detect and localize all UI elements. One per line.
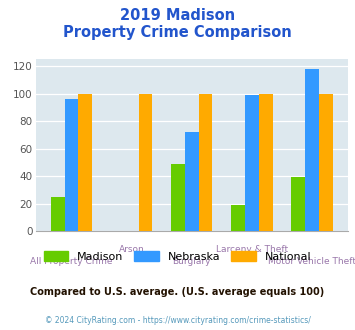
Bar bbox=[291, 178, 305, 231]
Legend: Madison, Nebraska, National: Madison, Nebraska, National bbox=[39, 247, 316, 267]
Bar bbox=[65, 99, 78, 231]
Text: Larceny & Theft: Larceny & Theft bbox=[216, 245, 288, 254]
Bar bbox=[78, 94, 92, 231]
Text: Compared to U.S. average. (U.S. average equals 100): Compared to U.S. average. (U.S. average … bbox=[31, 287, 324, 297]
Bar bbox=[171, 164, 185, 231]
Bar bbox=[138, 94, 152, 231]
Text: © 2024 CityRating.com - https://www.cityrating.com/crime-statistics/: © 2024 CityRating.com - https://www.city… bbox=[45, 315, 310, 325]
Bar bbox=[231, 205, 245, 231]
Text: Motor Vehicle Theft: Motor Vehicle Theft bbox=[268, 257, 355, 266]
Text: 2019 Madison: 2019 Madison bbox=[120, 8, 235, 23]
Bar bbox=[51, 197, 65, 231]
Bar bbox=[245, 95, 259, 231]
Bar bbox=[185, 132, 198, 231]
Bar bbox=[319, 94, 333, 231]
Bar bbox=[198, 94, 212, 231]
Text: Arson: Arson bbox=[119, 245, 144, 254]
Text: Property Crime Comparison: Property Crime Comparison bbox=[63, 25, 292, 40]
Text: Burglary: Burglary bbox=[173, 257, 211, 266]
Bar bbox=[305, 69, 319, 231]
Text: All Property Crime: All Property Crime bbox=[30, 257, 113, 266]
Bar bbox=[259, 94, 273, 231]
